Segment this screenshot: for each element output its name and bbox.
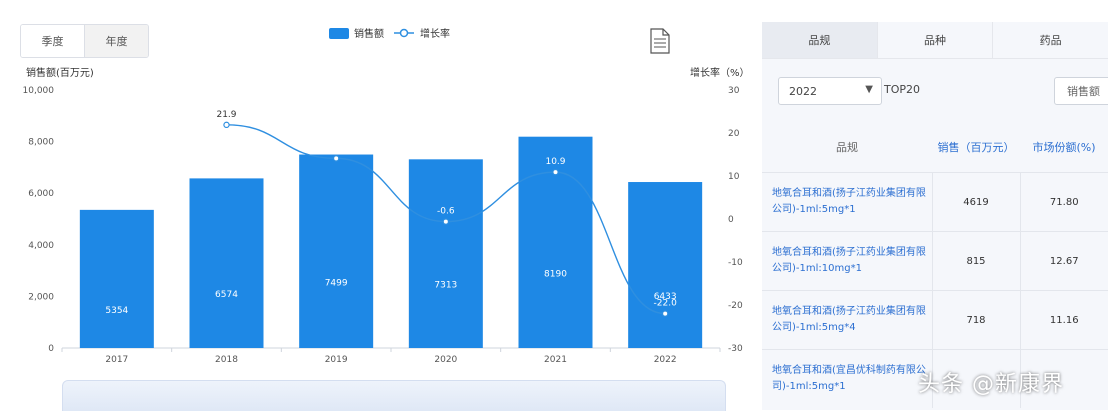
growth-point: [661, 310, 669, 317]
product-link[interactable]: 地氧合耳和酒(扬子江药业集团有限公司)-1ml:5mg*1: [762, 172, 932, 232]
tab-drug[interactable]: 药品: [1039, 34, 1062, 47]
right-tick-label: -30: [728, 344, 743, 354]
right-tick-label: 0: [728, 215, 734, 225]
top-count-label: TOP20: [884, 83, 921, 96]
bar-value-label: 6574: [215, 290, 238, 300]
left-axis-title: 销售额(百万元): [26, 66, 94, 79]
growth-point: [552, 168, 559, 176]
tab-spec[interactable]: 品规: [762, 22, 878, 58]
ranking-panel: 品规 品种 药品 2022 ▼ TOP20 销售额 品规 销售（百万元） 市场份…: [762, 22, 1108, 410]
bar: [628, 182, 703, 348]
growth-value-label: 10.9: [545, 157, 565, 167]
left-tick-label: 8,000: [28, 138, 54, 148]
table-row: 地氧合耳和酒(扬子江药业集团有限公司)-1ml:10mg*1 815 12.67: [762, 231, 1108, 291]
legend-line-label[interactable]: 增长率: [420, 27, 450, 40]
growth-point: [442, 218, 450, 225]
legend-bar-label[interactable]: 销售额: [354, 27, 384, 40]
right-tick-label: -20: [728, 301, 743, 311]
left-tick-label: 4,000: [28, 241, 54, 251]
left-tick-label: 6,000: [28, 189, 54, 199]
bar-value-label: 7313: [434, 281, 457, 291]
right-tick-label: 30: [728, 86, 740, 96]
ranking-tabs: 品规 品种 药品: [762, 22, 1108, 59]
sales-growth-chart: 销售额 增长率 销售额(百万元) 增长率（%） 0 2,000 4,000 6,000…: [23, 27, 750, 365]
bar-value-label: 8190: [544, 269, 567, 279]
year-select[interactable]: 2022 ▼: [778, 77, 882, 105]
left-tick-label: 2,000: [28, 292, 54, 302]
left-tick-label: 10,000: [23, 86, 55, 96]
x-tick-label: 2018: [215, 355, 238, 365]
sales-cell: [931, 349, 1020, 408]
growth-value-label: 14.1: [326, 143, 346, 153]
right-tick-label: -10: [728, 258, 743, 268]
x-tick-label: 2017: [105, 355, 128, 365]
toggle-monthly[interactable]: 季度: [21, 25, 84, 57]
sales-cell: 718: [931, 290, 1020, 350]
share-cell: 11.16: [1019, 290, 1108, 350]
sales-cell: 4619: [931, 172, 1020, 232]
sales-cell: 815: [931, 231, 1020, 291]
right-tick-label: 20: [728, 129, 740, 139]
bar: [299, 154, 374, 348]
bar-value-label: 7499: [325, 278, 348, 288]
table-row: 地氧合耳和酒(宜昌优科制药有限公司)-1ml:5mg*1: [762, 349, 1108, 408]
growth-value-label: 21.9: [216, 110, 236, 120]
growth-line: [226, 124, 666, 315]
chart-panel: 季度 年度 销售额 增长率 销售额(百万元) 增长率（%） 0 2,000 4,00…: [20, 24, 750, 411]
bar: [518, 136, 593, 348]
product-link[interactable]: 地氧合耳和酒(宜昌优科制药有限公司)-1ml:5mg*1: [762, 349, 932, 408]
x-tick-label: 2021: [544, 355, 567, 365]
column-header-spec[interactable]: 品规: [836, 141, 858, 154]
toggle-yearly[interactable]: 年度: [84, 25, 148, 57]
column-header-share[interactable]: 市场份额(%): [1032, 141, 1096, 154]
period-toggle: 季度 年度: [20, 24, 149, 58]
bar: [189, 178, 264, 348]
share-cell: 71.80: [1019, 172, 1108, 232]
right-axis-title: 增长率（%）: [690, 66, 750, 79]
chart-zoom-slider[interactable]: [62, 380, 726, 411]
left-tick-label: 0: [48, 344, 54, 354]
growth-value-label: -0.6: [437, 207, 455, 217]
x-tick-label: 2019: [325, 355, 348, 365]
x-tick-label: 2022: [654, 355, 677, 365]
product-link[interactable]: 地氧合耳和酒(扬子江药业集团有限公司)-1ml:5mg*4: [762, 290, 932, 350]
sort-select-value: 销售额: [1067, 85, 1100, 98]
bar-value-label: 5354: [105, 306, 128, 316]
chart-legend: 销售额 增长率: [329, 27, 450, 40]
growth-value-label: -22.0: [654, 299, 678, 309]
growth-point: [332, 155, 340, 162]
x-tick-label: 2020: [434, 355, 457, 365]
column-header-sales[interactable]: 销售（百万元）: [937, 141, 1015, 154]
year-select-value: 2022: [789, 84, 817, 98]
table-row: 地氧合耳和酒(扬子江药业集团有限公司)-1ml:5mg*4 718 11.16: [762, 290, 1108, 350]
watermark: 头条 @新康界: [918, 372, 1064, 397]
legend-line-marker: [399, 28, 409, 38]
legend-bar-swatch[interactable]: [329, 28, 349, 39]
chevron-down-icon: ▼: [865, 84, 873, 95]
bar-value-label: 6433: [654, 292, 677, 302]
growth-point: [223, 121, 230, 129]
sort-select[interactable]: 销售额: [1054, 77, 1108, 105]
right-tick-label: 10: [728, 172, 740, 182]
tab-variety[interactable]: 品种: [878, 22, 994, 58]
table-row: 地氧合耳和酒(扬子江药业集团有限公司)-1ml:5mg*1 4619 71.80: [762, 172, 1108, 232]
bar: [79, 209, 154, 348]
share-cell: [1019, 349, 1108, 408]
bar: [408, 159, 483, 348]
share-cell: 12.67: [1019, 231, 1108, 291]
ranking-controls: 2022 ▼ TOP20 销售额: [762, 59, 1108, 123]
ranking-table: 品规 销售（百万元） 市场份额(%) 地氧合耳和酒(扬子江药业集团有限公司)-1…: [762, 122, 1108, 408]
product-link[interactable]: 地氧合耳和酒(扬子江药业集团有限公司)-1ml:10mg*1: [762, 231, 932, 291]
document-export-icon[interactable]: [650, 28, 670, 54]
